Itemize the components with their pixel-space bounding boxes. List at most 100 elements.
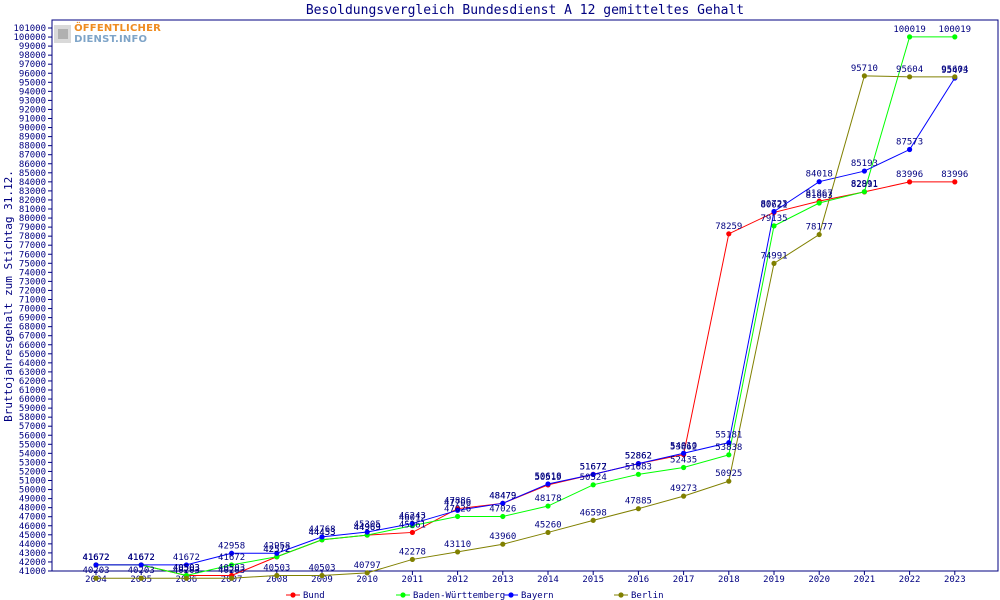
x-tick-label: 2017 xyxy=(673,575,695,585)
data-label-bund: 78259 xyxy=(715,222,742,232)
y-tick-label: 63000 xyxy=(19,368,46,378)
data-label-berlin: 95604 xyxy=(896,65,923,75)
y-tick-label: 73000 xyxy=(19,277,46,287)
y-tick-label: 76000 xyxy=(19,250,46,260)
data-label-berlin: 42278 xyxy=(399,547,426,557)
x-tick-label: 2018 xyxy=(718,575,740,585)
y-tick-label: 96000 xyxy=(19,69,46,79)
data-point-bayern xyxy=(319,534,325,540)
y-tick-label: 46000 xyxy=(19,522,46,532)
plot-frame xyxy=(51,19,999,572)
y-tick-label: 86000 xyxy=(19,160,46,170)
y-tick-label: 82000 xyxy=(19,196,46,206)
legend-marker-bund xyxy=(290,592,296,598)
y-tick-label: 74000 xyxy=(19,268,46,278)
data-point-bayern xyxy=(364,529,370,535)
logo-text-line2: DIENST.INFO xyxy=(74,34,148,45)
y-tick-label: 89000 xyxy=(19,133,46,143)
data-point-berlin xyxy=(816,231,822,238)
legend: Bund Baden-Württemberg Bayern Berlin xyxy=(286,591,664,600)
data-point-bayern xyxy=(681,450,687,456)
y-tick-label: 81000 xyxy=(19,205,46,215)
data-point-bayern xyxy=(500,500,506,506)
y-tick-label: 85000 xyxy=(19,169,46,179)
data-point-berlin xyxy=(409,556,415,563)
x-tick-label: 2020 xyxy=(808,575,830,585)
data-point-bayern xyxy=(590,471,596,478)
y-tick-label: 41000 xyxy=(19,567,46,577)
series-layer xyxy=(93,34,958,581)
y-tick-label: 53000 xyxy=(19,458,46,468)
data-point-bayern xyxy=(93,562,99,568)
data-label-berlin: 78177 xyxy=(806,223,833,233)
data-label-bayern: 48479 xyxy=(489,491,516,501)
series-line-berlin xyxy=(96,75,955,579)
data-label-berlin: 40797 xyxy=(354,561,381,571)
x-tick-label: 2009 xyxy=(311,575,333,585)
series-line-bund xyxy=(96,181,955,576)
data-point-bayern xyxy=(635,461,642,467)
data-label-bayern: 54010 xyxy=(670,441,697,451)
y-tick-label: 75000 xyxy=(19,259,46,269)
data-label-berlin: 43960 xyxy=(489,532,516,542)
y-tick-label: 52000 xyxy=(19,467,46,477)
data-point-berlin xyxy=(590,517,596,523)
data-label-berlin: 95710 xyxy=(851,64,878,74)
data-label-bund: 42572 xyxy=(263,545,290,555)
data-point-berlin xyxy=(726,478,732,484)
data-label-bayern: 42958 xyxy=(218,541,245,551)
y-tick-label: 83000 xyxy=(19,187,46,197)
data-label-bund: 41672 xyxy=(128,553,155,563)
data-point-baden-w-rttemberg xyxy=(816,200,822,206)
data-point-berlin xyxy=(952,74,958,80)
data-point-bayern xyxy=(861,168,868,174)
data-label-baden-w-rttemberg: 100019 xyxy=(939,25,972,35)
x-tick-label: 2013 xyxy=(492,575,514,585)
data-label-bayern: 50618 xyxy=(534,472,561,482)
data-point-baden-w-rttemberg xyxy=(907,34,913,40)
data-label-bayern: 42958 xyxy=(263,541,290,551)
y-tick-label: 77000 xyxy=(19,241,46,251)
y-tick-label: 42000 xyxy=(19,558,46,568)
x-tick-label: 2008 xyxy=(266,575,288,585)
data-label-bayern: 95473 xyxy=(941,66,968,76)
data-point-bayern xyxy=(907,146,913,153)
logo-mark-icon xyxy=(54,25,72,43)
data-point-berlin xyxy=(183,575,189,581)
y-tick-label: 47000 xyxy=(19,513,46,523)
data-point-baden-w-rttemberg xyxy=(861,189,868,195)
y-tick-label: 101000 xyxy=(13,24,46,34)
y-tick-label: 92000 xyxy=(19,105,46,115)
data-label-baden-w-rttemberg: 81663 xyxy=(806,191,833,201)
y-tick-label: 71000 xyxy=(19,296,46,306)
data-label-baden-w-rttemberg: 52435 xyxy=(670,456,697,466)
data-point-bund xyxy=(409,529,415,536)
data-label-baden-w-rttemberg: 41672 xyxy=(218,553,245,563)
data-label-bayern: 44768 xyxy=(308,525,335,535)
data-point-bayern xyxy=(409,520,415,527)
y-tick-label: 49000 xyxy=(19,495,46,505)
data-label-bund: 40503 xyxy=(218,563,245,573)
y-tick-label: 58000 xyxy=(19,413,46,423)
y-tick-label: 87000 xyxy=(19,151,46,161)
data-label-bund: 82891 xyxy=(851,180,878,190)
data-label-berlin: 45260 xyxy=(534,520,561,530)
data-point-bayern xyxy=(771,208,777,215)
data-point-berlin xyxy=(93,575,99,581)
legend-label-bund: Bund xyxy=(303,591,325,600)
data-label-bund: 45261 xyxy=(399,520,426,530)
y-tick-label: 69000 xyxy=(19,314,46,324)
data-point-berlin xyxy=(319,572,325,579)
data-point-baden-w-rttemberg xyxy=(590,482,596,488)
data-point-berlin xyxy=(229,575,235,581)
data-label-berlin: 40203 xyxy=(82,566,109,576)
data-label-bayern: 80723 xyxy=(760,200,787,210)
series-line-bayern xyxy=(96,77,956,566)
y-tick-label: 100000 xyxy=(13,33,46,43)
data-label-berlin: 50925 xyxy=(715,469,742,479)
x-tick-label: 2011 xyxy=(402,575,424,585)
y-tick-label: 43000 xyxy=(19,549,46,559)
data-label-bayern: 85193 xyxy=(851,159,878,169)
data-point-baden-w-rttemberg xyxy=(229,562,235,568)
